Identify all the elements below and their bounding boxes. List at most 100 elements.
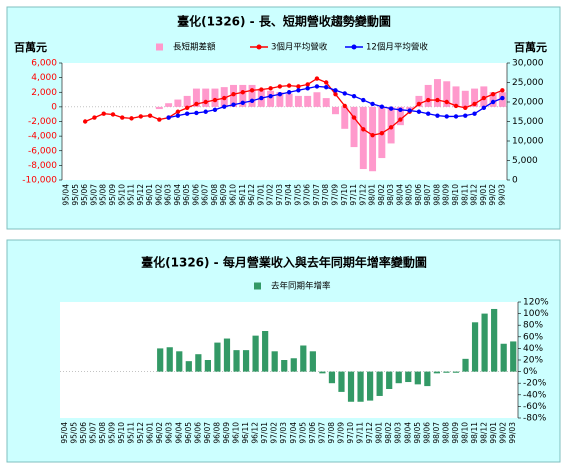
x-tick-label: 98/10 <box>461 422 470 444</box>
line-marker <box>416 109 422 114</box>
x-tick-label: 98/07 <box>432 422 441 444</box>
line-marker <box>314 84 320 89</box>
x-tick-label: 99/03 <box>497 184 506 206</box>
y-tick-label: -8,000 <box>28 161 57 171</box>
line-marker <box>472 111 477 116</box>
x-tick-label: 96/10 <box>229 184 238 206</box>
bar <box>376 371 383 396</box>
bar <box>350 106 358 148</box>
line-marker <box>277 92 283 97</box>
line-marker <box>425 97 431 103</box>
line-marker <box>481 95 487 101</box>
line-marker <box>222 95 227 101</box>
bar <box>195 354 202 372</box>
bar <box>239 84 247 107</box>
line-marker <box>277 84 283 89</box>
x-tick-label: 95/11 <box>127 422 136 444</box>
line-marker <box>388 125 394 130</box>
x-tick-label: 99/03 <box>508 422 517 444</box>
chart-title: 臺化(1326) - 每月營業收入與去年同期年增率變動圖 <box>141 255 427 270</box>
line-marker <box>184 111 190 116</box>
line-marker <box>175 109 181 114</box>
bar <box>174 99 182 107</box>
y2-axis-label: 百萬元 <box>514 40 547 54</box>
bar <box>433 371 440 374</box>
x-tick-label: 96/12 <box>247 184 256 206</box>
x-tick-label: 97/09 <box>336 422 345 444</box>
bar <box>300 345 307 372</box>
bar <box>281 360 288 372</box>
x-tick-label: 98/12 <box>470 184 479 206</box>
line-marker <box>286 83 292 88</box>
x-tick-label: 98/09 <box>442 184 451 206</box>
x-tick-label: 98/04 <box>395 184 404 206</box>
y-tick-label: -4,000 <box>28 132 57 142</box>
x-tick-label: 97/08 <box>321 184 330 206</box>
bar <box>328 371 336 384</box>
x-tick-label: 95/06 <box>79 422 88 444</box>
x-tick-label: 97/01 <box>260 422 269 444</box>
bar <box>285 93 293 107</box>
x-tick-label: 97/11 <box>349 184 358 206</box>
x-tick-label: 96/03 <box>164 184 173 206</box>
x-tick-label: 97/10 <box>346 422 355 444</box>
x-tick-label: 95/12 <box>136 184 145 206</box>
bar <box>369 106 377 172</box>
y2-tick-label: -40% <box>523 390 547 400</box>
line-marker <box>92 115 97 120</box>
bar <box>176 351 183 372</box>
x-tick-label: 96/04 <box>173 184 182 206</box>
legend-box <box>146 40 442 54</box>
line-marker <box>388 106 394 111</box>
y-tick-label: 2,000 <box>31 88 57 98</box>
bar <box>406 106 414 110</box>
x-tick-label: 99/01 <box>489 422 498 444</box>
bar <box>452 86 460 107</box>
bar <box>204 360 211 372</box>
bar <box>443 371 450 373</box>
y2-tick-label: -60% <box>523 402 547 412</box>
bar <box>183 95 191 107</box>
x-tick-label: 96/06 <box>193 422 202 444</box>
line-marker <box>333 88 338 93</box>
y2-tick-label: 25,000 <box>512 78 544 88</box>
x-tick-label: 96/10 <box>232 422 241 444</box>
line-marker <box>231 92 236 97</box>
bar <box>304 95 312 107</box>
line-marker <box>342 103 347 109</box>
x-tick-label: 95/08 <box>99 184 108 206</box>
x-tick-label: 98/05 <box>405 184 414 206</box>
plot-area <box>62 63 507 180</box>
line-marker <box>463 113 468 118</box>
y2-tick-label: 10,000 <box>512 137 544 147</box>
line-marker <box>268 93 273 99</box>
bar <box>357 371 364 402</box>
bar <box>202 88 210 107</box>
line-marker <box>222 104 227 109</box>
x-tick-label: 97/02 <box>266 184 275 206</box>
x-tick-label: 97/03 <box>275 184 284 206</box>
bar <box>271 351 278 372</box>
line-marker <box>194 101 199 107</box>
line-marker <box>435 113 440 118</box>
x-tick-label: 98/06 <box>414 184 423 206</box>
line-marker <box>138 114 144 119</box>
legend-box <box>244 279 340 293</box>
bar <box>155 106 163 110</box>
line-marker <box>398 117 403 122</box>
line-marker <box>129 116 134 121</box>
y2-tick-label: 0% <box>523 367 538 377</box>
bar <box>262 331 269 372</box>
x-tick-label: 95/07 <box>89 184 98 206</box>
x-tick-label: 97/10 <box>340 184 349 206</box>
y2-tick-label: 80% <box>523 321 543 331</box>
line-marker <box>268 86 273 91</box>
bar <box>405 371 412 383</box>
bar <box>166 347 173 372</box>
legend-swatch <box>156 43 163 51</box>
bar <box>319 371 326 374</box>
line-marker <box>110 112 116 117</box>
x-tick-label: 95/12 <box>136 422 145 444</box>
x-tick-label: 97/06 <box>308 422 317 444</box>
x-tick-label: 98/01 <box>368 184 377 206</box>
